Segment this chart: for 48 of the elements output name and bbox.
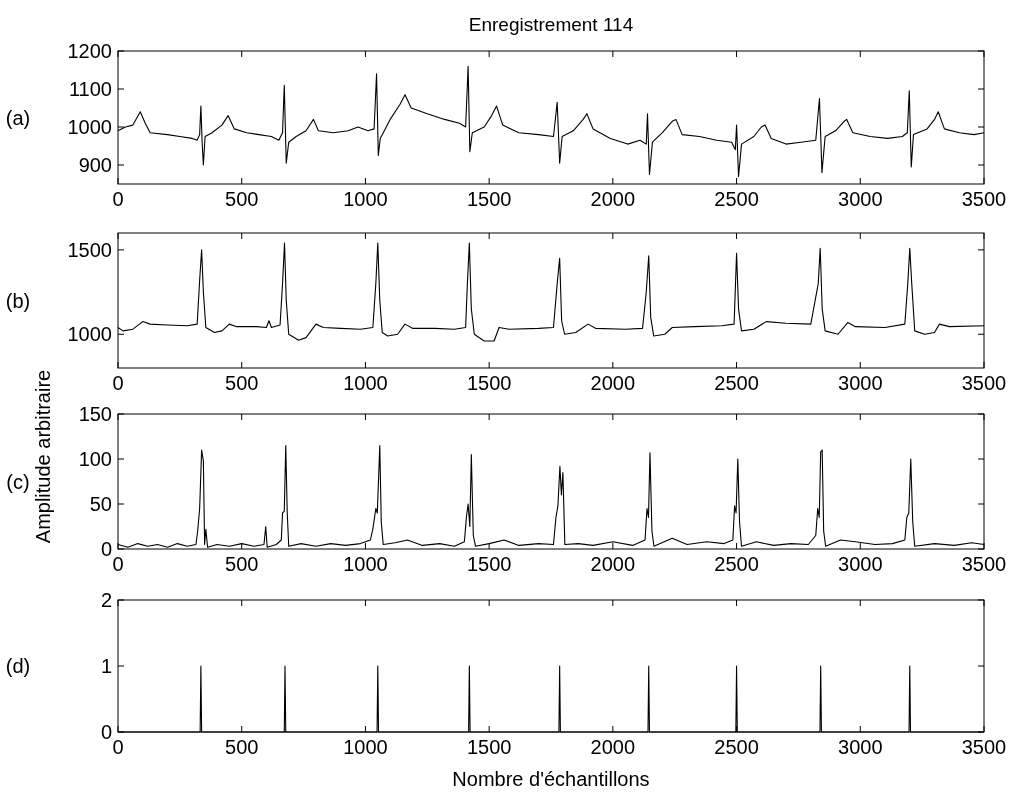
x-axis-title: Nombre d'échantillons [452, 768, 650, 790]
y-tick-label: 1000 [67, 116, 112, 138]
x-tick-label: 2500 [714, 736, 759, 758]
x-tick-label: 3000 [838, 188, 883, 210]
y-tick-label: 1000 [67, 323, 112, 346]
x-tick-label: 3500 [961, 372, 1007, 394]
x-tick-label: 3000 [838, 372, 883, 394]
x-tick-label: 1500 [466, 372, 512, 394]
text: (b) [5, 289, 31, 312]
x-tick-label: 500 [225, 736, 259, 758]
text: (a) [5, 106, 31, 129]
y-tick-label: 1 [100, 655, 112, 677]
y-tick-label: 0 [100, 721, 112, 743]
y-axis-title: Amplitude arbitraire [32, 369, 54, 544]
x-tick-label: 1500 [466, 188, 512, 210]
text: (c) [6, 470, 30, 493]
y-tick-label: 1200 [67, 40, 112, 62]
y-tick-label: 100 [78, 448, 112, 470]
x-tick-label: 3000 [838, 553, 883, 575]
y-tick-label: 2 [100, 589, 112, 611]
y-tick-label: 900 [78, 154, 112, 176]
text: (d) [5, 655, 31, 677]
x-tick-label: 2500 [714, 188, 759, 210]
x-tick-label: 500 [225, 372, 259, 394]
x-tick-label: 3500 [961, 736, 1007, 758]
x-tick-label: 1000 [343, 372, 388, 394]
x-tick-label: 1500 [466, 553, 512, 575]
y-tick-label: 150 [78, 403, 112, 425]
x-tick-label: 500 [225, 188, 259, 210]
x-tick-label: 2500 [714, 553, 759, 575]
x-tick-label: 2000 [590, 372, 636, 394]
y-tick-label: 0 [100, 538, 112, 560]
x-tick-label: 2000 [590, 736, 636, 758]
x-tick-label: 2000 [590, 553, 636, 575]
x-tick-label: 1000 [343, 553, 388, 575]
y-tick-label: 1100 [68, 78, 112, 100]
x-tick-label: 3000 [838, 736, 883, 758]
x-tick-label: 500 [225, 553, 259, 575]
x-tick-label: 1000 [343, 736, 388, 758]
x-tick-label: 3500 [961, 188, 1007, 210]
x-tick-label: 3500 [961, 553, 1007, 575]
x-tick-label: 1500 [466, 736, 512, 758]
x-tick-label: 2000 [590, 188, 636, 210]
x-tick-label: 1000 [343, 188, 388, 210]
y-tick-label: 1500 [67, 238, 112, 261]
chart-title: Enregistrement 114 [468, 14, 634, 35]
x-tick-label: 2500 [714, 372, 759, 394]
y-tick-label: 50 [89, 493, 112, 515]
